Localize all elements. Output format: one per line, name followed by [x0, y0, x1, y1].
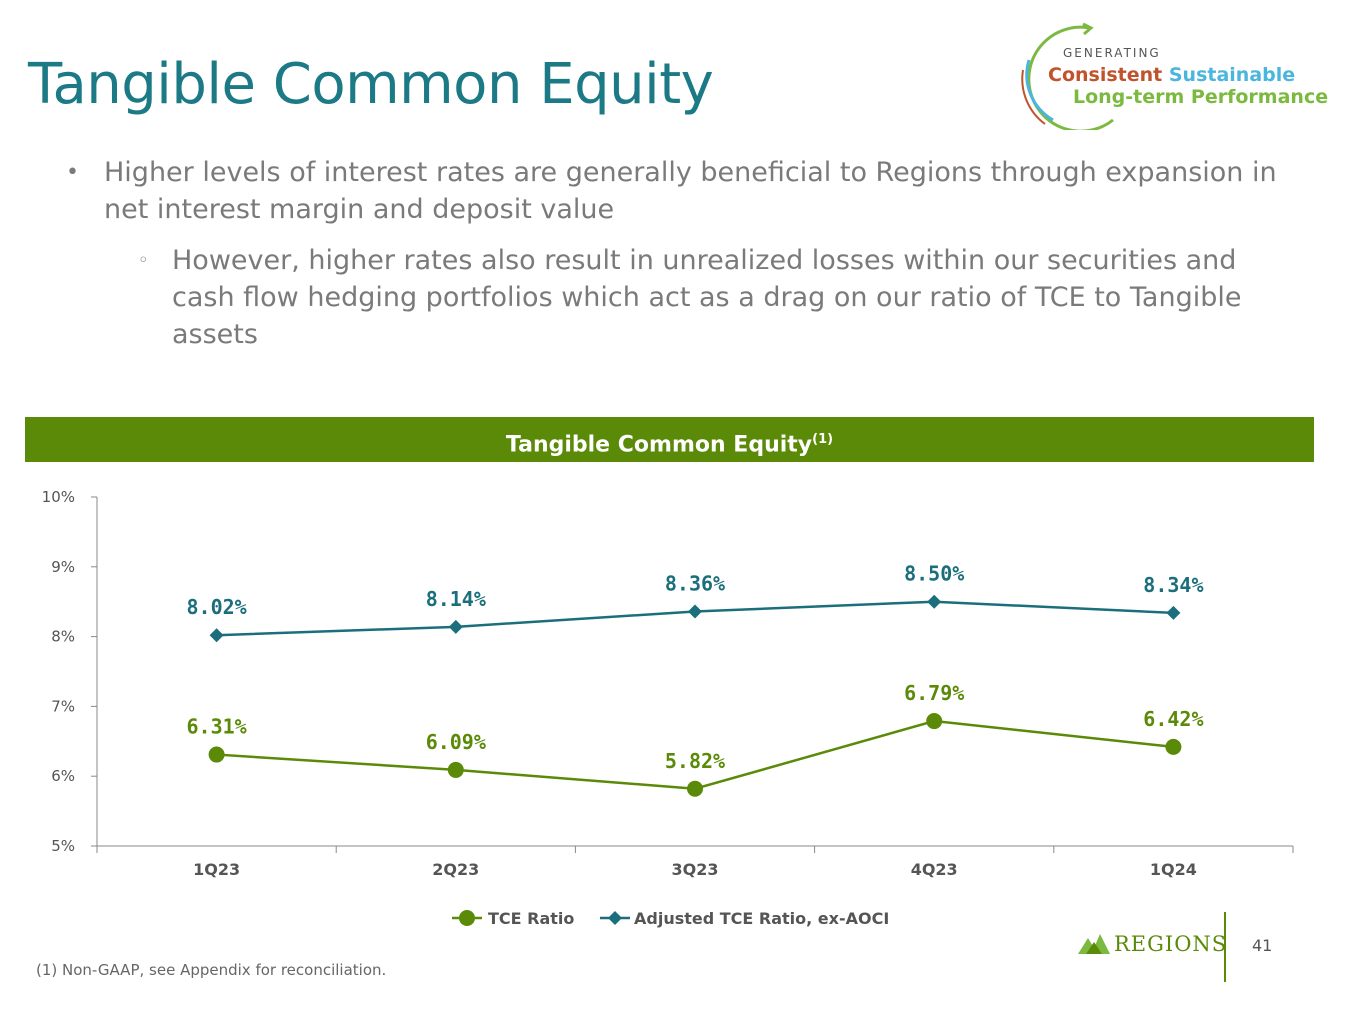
bullet-sub-text: However, higher rates also result in unr… — [172, 245, 1242, 350]
legend-label-tce: TCE Ratio — [488, 909, 574, 928]
tce-ratio-point — [1165, 738, 1182, 755]
tce-ratio-point — [447, 761, 464, 778]
adjusted-tce-point — [688, 604, 702, 619]
tce-ratio-point — [208, 746, 225, 763]
tce-ratio-point — [687, 780, 703, 797]
y-tick-label: 10% — [42, 488, 75, 506]
y-tick-label: 6% — [51, 767, 75, 785]
data-label: 8.36% — [665, 571, 725, 595]
regions-logo: REGIONS — [1076, 928, 1226, 958]
x-tick-label: 1Q24 — [1150, 860, 1197, 879]
x-tick-label: 2Q23 — [432, 860, 479, 879]
legend-marker-adjusted — [608, 911, 622, 925]
tce-line-chart: 5% 6% 7% 8% 9% 10% 1Q23 2Q23 3Q23 4Q23 1Q24 6.31% 6.… — [42, 488, 1294, 928]
chart-title-text: Tangible Common Equity — [505, 432, 813, 458]
badge-sustainable: Sustainable — [1168, 64, 1296, 86]
regions-leaf-icon — [1078, 934, 1110, 954]
x-tick-label: 1Q23 — [193, 860, 240, 879]
chart-title: Tangible Common Equity(1) — [25, 417, 1314, 462]
bullet-sub: ◦ However, higher rates also result in u… — [66, 242, 1296, 353]
bullet-main-text: Higher levels of interest rates are gene… — [104, 157, 1277, 225]
badge-generating-text: GENERATING — [1063, 46, 1161, 60]
y-tick-label: 9% — [51, 558, 75, 576]
data-label: 6.09% — [426, 730, 486, 754]
x-tick-label: 3Q23 — [672, 860, 719, 879]
page-number: 41 — [1252, 936, 1273, 955]
bullet-dot-icon: • — [66, 160, 79, 185]
data-label: 8.34% — [1143, 573, 1203, 597]
x-tick-label: 4Q23 — [911, 860, 958, 879]
bullet-circle-icon: ◦ — [138, 250, 149, 271]
adjusted-tce-point — [448, 619, 463, 634]
tce-ratio-point — [926, 713, 943, 730]
chart-title-footnote-ref: (1) — [812, 432, 834, 447]
data-label: 6.79% — [904, 681, 964, 705]
adjusted-tce-point — [209, 628, 224, 643]
data-label: 6.42% — [1143, 707, 1203, 731]
badge-line-1: Consistent Sustainable — [1048, 64, 1295, 86]
data-label: 8.50% — [904, 562, 964, 586]
legend-label-adjusted: Adjusted TCE Ratio, ex-AOCI — [634, 909, 889, 928]
footnote: (1) Non-GAAP, see Appendix for reconcili… — [36, 961, 387, 979]
adjusted-tce-point — [927, 594, 942, 609]
data-label: 6.31% — [186, 715, 246, 739]
page-title: Tangible Common Equity — [28, 52, 714, 117]
regions-logo-text: REGIONS — [1114, 932, 1228, 956]
adjusted-tce-point — [1166, 605, 1181, 620]
data-label: 5.82% — [665, 749, 725, 773]
y-tick-label: 7% — [51, 697, 75, 715]
bullet-main: • Higher levels of interest rates are ge… — [66, 154, 1296, 228]
badge-consistent: Consistent — [1048, 64, 1163, 86]
data-label: 8.14% — [426, 587, 486, 611]
y-tick-label: 5% — [51, 837, 75, 855]
generating-badge: GENERATING Consistent Sustainable Long-t… — [1015, 20, 1335, 130]
legend-marker-tce — [459, 910, 475, 926]
bullet-list: • Higher levels of interest rates are ge… — [66, 154, 1296, 353]
badge-long-term: Long-term Performance — [1073, 86, 1329, 108]
y-tick-label: 8% — [51, 628, 75, 646]
data-label: 8.02% — [186, 595, 246, 619]
logo-divider — [1224, 912, 1226, 982]
badge-arc-icon — [1021, 22, 1114, 130]
